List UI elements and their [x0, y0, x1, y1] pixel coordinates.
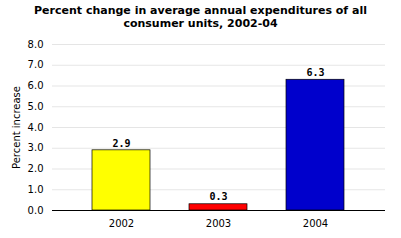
- svg-text:5.0: 5.0: [28, 101, 44, 112]
- svg-text:2003: 2003: [206, 218, 231, 229]
- svg-text:6.3: 6.3: [306, 67, 324, 78]
- svg-text:0.3: 0.3: [209, 191, 227, 202]
- svg-text:2002: 2002: [109, 218, 134, 229]
- html-text:Percent change in average annu: Percent change in average annual expendi…: [34, 4, 367, 17]
- svg-text:Percent increase: Percent increase: [11, 86, 22, 169]
- html-text:consumer units, 2002-04: consumer units, 2002-04: [123, 17, 278, 30]
- svg-text:0.0: 0.0: [28, 205, 44, 216]
- svg-text:2.0: 2.0: [28, 163, 44, 174]
- svg-text:7.0: 7.0: [28, 59, 44, 70]
- svg-text:8.0: 8.0: [28, 39, 44, 50]
- svg-text:2.9: 2.9: [112, 138, 130, 149]
- svg-text:1.0: 1.0: [28, 184, 44, 195]
- svg-text:6.0: 6.0: [28, 80, 44, 91]
- svg-text:3.0: 3.0: [28, 142, 44, 153]
- svg-text:4.0: 4.0: [28, 122, 44, 133]
- svg-text:2004: 2004: [303, 218, 328, 229]
